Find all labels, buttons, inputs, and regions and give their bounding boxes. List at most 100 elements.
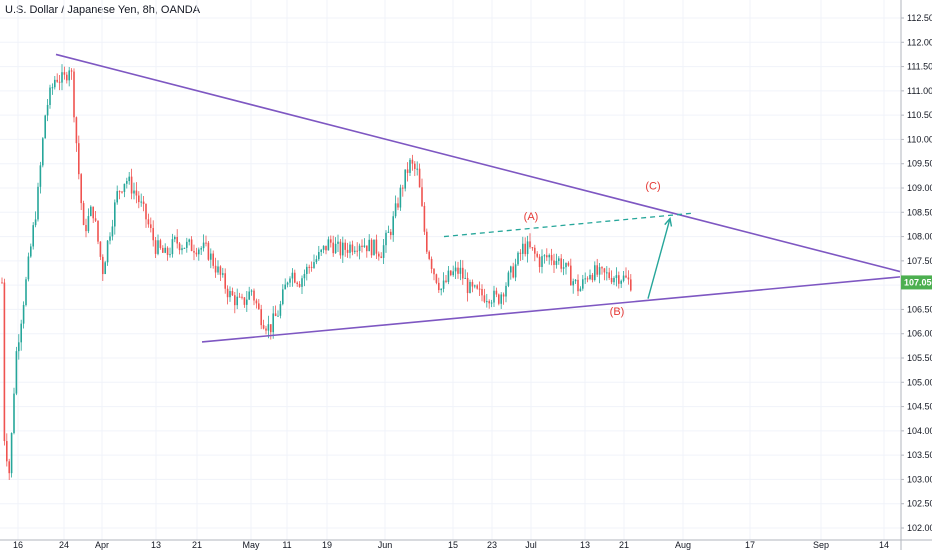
candle-down [577,274,579,297]
candle-body [85,224,87,232]
candle-body [471,281,474,287]
x-tick-label: 21 [619,540,629,550]
candle-body [582,279,584,289]
candle-down [591,273,594,283]
candle-up [10,432,13,478]
candle-body [200,248,202,250]
candle-up [90,205,92,217]
candle-down [586,276,589,283]
candle-body [416,168,418,170]
candle-body [486,301,488,303]
candle-down [478,281,481,297]
candle-body [354,250,356,252]
candle-body [344,242,346,250]
candle-body [66,74,68,81]
candle-down [118,190,121,200]
candle-body [598,267,601,275]
candle-body [210,253,212,260]
candle-down [610,270,613,285]
candle-body [296,282,298,285]
candle-down [402,184,404,197]
candle-up [183,247,186,249]
candle-body [498,294,500,304]
candle-body [286,282,289,285]
candle-down [226,285,229,305]
x-tick-label: 11 [282,540,291,550]
candle-down [234,291,236,314]
candle-down [351,240,354,256]
candle-body [495,290,498,295]
candle-up [565,262,567,275]
candle-up [510,265,512,280]
candle-down [406,162,409,182]
candle-body [469,281,471,293]
candle-down [457,261,459,279]
candle-body [562,267,565,269]
candle-body [265,328,267,331]
x-tick-label: May [242,540,260,550]
candle-down [176,229,178,249]
candle-body [193,250,195,253]
candle-down [78,135,80,180]
candle-down [80,173,82,211]
candle-body [565,262,567,268]
candle-body [500,294,502,304]
candle-body [284,284,286,290]
wave-label-a: (A) [524,211,539,223]
candle-body [1,282,3,284]
candle-body [327,239,330,251]
candle-body [550,255,553,261]
candle-body [541,256,543,267]
candle-up [104,260,106,275]
candle-up [337,234,339,252]
candle-down [553,253,555,274]
candle-up [409,157,411,176]
candle-body [555,260,558,265]
candle-body [577,279,579,292]
candle-down [224,268,226,294]
candle-down [219,265,222,281]
candle-down [3,278,6,446]
candle-body [339,241,342,256]
candle-body [406,169,409,173]
current-price-tag [901,275,932,290]
candle-body [402,187,404,189]
candle-body [190,239,193,251]
candle-body [334,243,337,254]
x-tick-label: 17 [745,540,755,550]
candle-body [222,273,224,275]
candle-up [392,211,394,242]
candle-up [318,245,320,261]
candle-up [399,184,402,211]
candle-body [361,245,363,248]
candle-down [466,272,469,302]
current-price-label: 107.056 [904,277,932,287]
candle-down [73,68,75,123]
candle-down [596,258,598,278]
candle-up [548,253,550,265]
candle-up [217,260,219,275]
candle-up [174,235,176,243]
candle-down [502,292,505,305]
candle-up [18,334,20,360]
candle-up [469,279,471,294]
candle-up [27,252,30,282]
candle-up [490,299,493,308]
y-tick-label: 103.500 [907,450,932,460]
candle-up [474,284,476,289]
candle-up [306,263,308,281]
candle-down [92,206,94,224]
candle-body [466,277,469,293]
candle-body [457,267,459,274]
candle-body [474,285,476,287]
candle-up [342,236,344,263]
candle-up [440,288,442,296]
candle-up [493,285,495,308]
candle-body [409,159,411,173]
candle-body [404,169,406,189]
candle-body [10,433,13,474]
candle-body [447,270,450,282]
candle-body [363,245,366,248]
candle-down [421,178,423,207]
